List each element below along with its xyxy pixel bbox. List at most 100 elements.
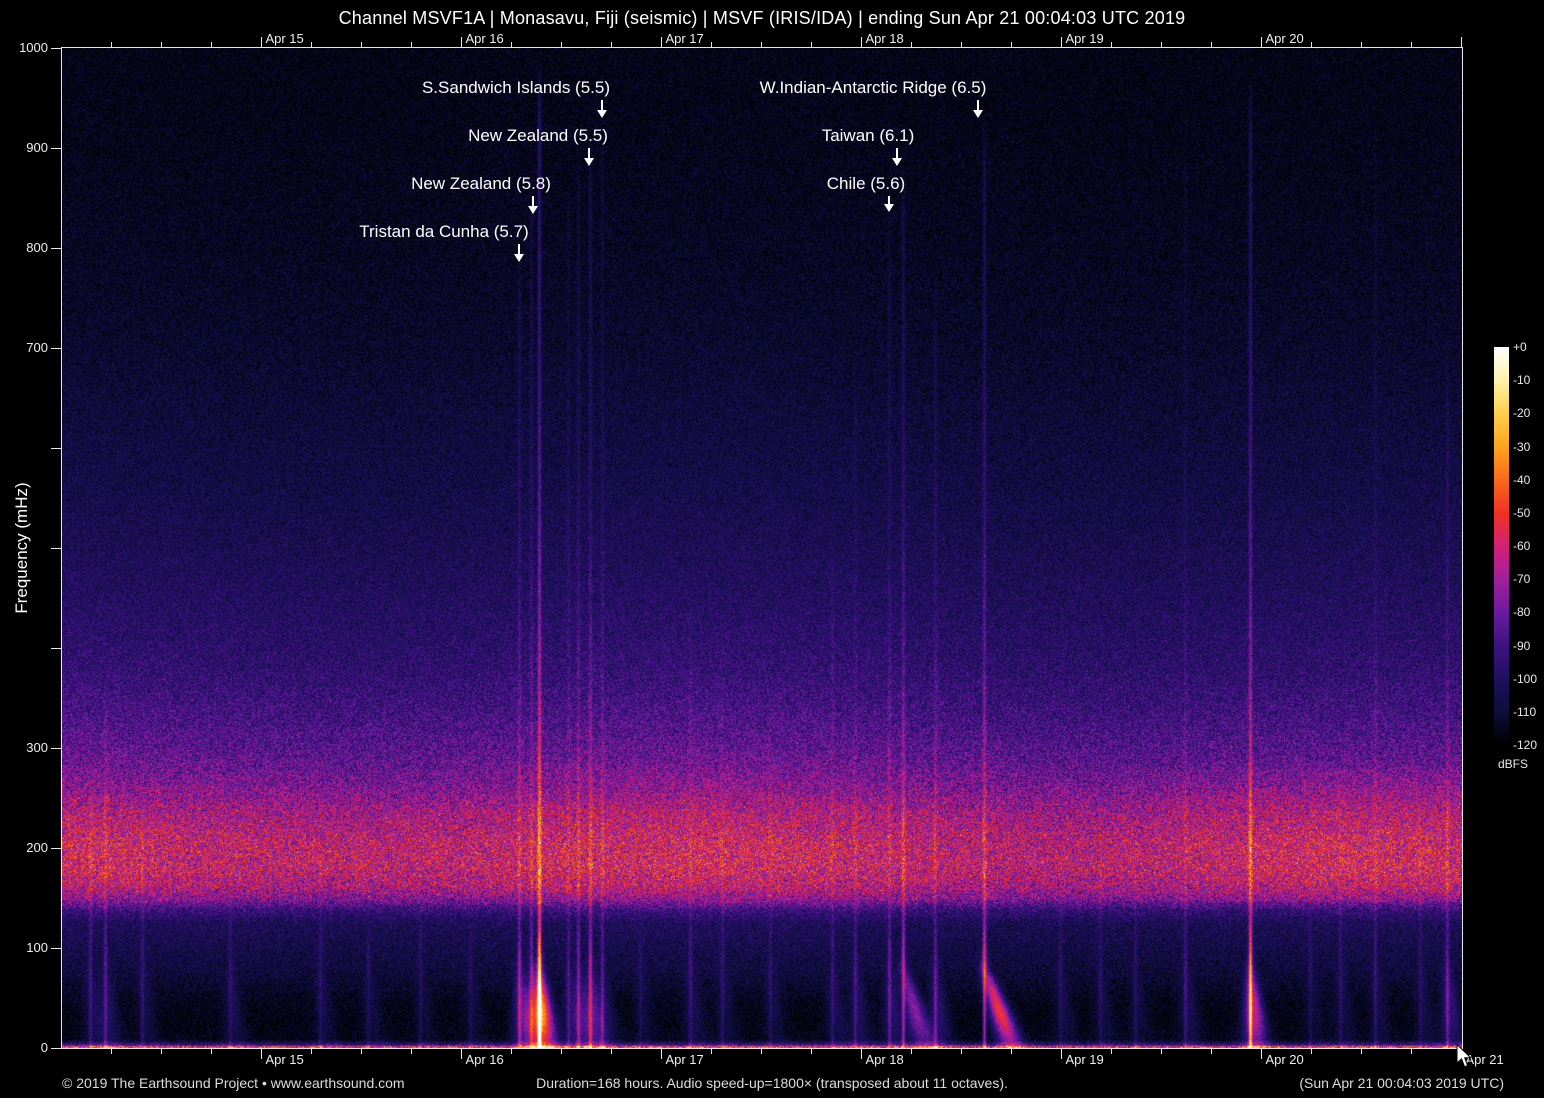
y-tick: [51, 747, 61, 749]
x-tick-label-top: Apr 17: [665, 31, 704, 46]
x-tick-minor-bottom: [1410, 1049, 1412, 1054]
y-tick: [51, 147, 61, 149]
colorbar-tick-label: -50: [1513, 505, 1531, 520]
y-axis-title: Frequency (mHz): [12, 482, 31, 614]
x-tick-minor-bottom: [310, 1049, 312, 1054]
y-tick: [51, 247, 61, 249]
x-tick-minor-top: [810, 42, 812, 47]
x-tick-minor-bottom: [910, 1049, 912, 1054]
x-tick-minor-bottom: [1360, 1049, 1362, 1054]
x-tick-major-top: [1460, 37, 1462, 47]
quake-annotation-arrow-head: [584, 158, 594, 166]
y-tick-label: 0: [40, 1040, 48, 1055]
quake-annotation-label: Taiwan (6.1): [821, 126, 915, 145]
x-tick-label-bottom: Apr 17: [665, 1052, 704, 1067]
y-tick: [51, 47, 61, 49]
quake-annotation-arrow-head: [884, 204, 894, 212]
x-tick-major-top: [260, 37, 262, 47]
x-tick-label-top: Apr 19: [1065, 31, 1104, 46]
x-tick-minor-top: [310, 42, 312, 47]
x-tick-minor-top: [1110, 42, 1112, 47]
colorbar-tick-label: -30: [1513, 439, 1531, 454]
quake-annotation-arrow-head: [892, 158, 902, 166]
x-tick-major-top: [660, 37, 662, 47]
x-tick-minor-top: [1210, 42, 1212, 47]
end-time-text: (Sun Apr 21 00:04:03 2019 UTC): [1299, 1075, 1504, 1091]
y-tick-label: 800: [26, 240, 48, 255]
x-tick-label-top: Apr 15: [265, 31, 304, 46]
quake-annotation-label: Chile (5.6): [826, 174, 906, 193]
quake-annotation-arrow-stem: [588, 148, 590, 159]
quake-annotation-arrow-stem: [896, 148, 898, 159]
x-tick-major-bottom: [260, 1049, 262, 1059]
colorbar-tick-label: -110: [1513, 704, 1537, 719]
colorbar-tick-label: -60: [1513, 539, 1531, 553]
y-tick-label: 900: [26, 140, 48, 155]
x-tick-minor-bottom: [210, 1049, 212, 1054]
x-tick-label-top: Apr 16: [465, 31, 504, 46]
quake-annotation-label: W.Indian-Antarctic Ridge (6.5): [759, 78, 987, 97]
x-tick-minor-top: [1310, 42, 1312, 47]
x-tick-minor-bottom: [1110, 1049, 1112, 1054]
quake-annotation-arrow-head: [528, 206, 538, 214]
quake-annotation-arrow-stem: [532, 196, 534, 207]
x-tick-minor-top: [1010, 42, 1012, 47]
x-tick-label-top: Apr 20: [1265, 31, 1304, 46]
colorbar-tick-label: +0: [1513, 340, 1527, 354]
quake-annotation-label: S.Sandwich Islands (5.5): [421, 78, 611, 97]
y-tick: [51, 347, 61, 349]
x-tick-minor-bottom: [760, 1049, 762, 1054]
y-tick: [51, 847, 61, 849]
x-tick-major-top: [860, 37, 862, 47]
x-tick-minor-bottom: [960, 1049, 962, 1054]
y-tick: [51, 1047, 61, 1049]
x-tick-minor-top: [1160, 42, 1162, 47]
y-tick: [51, 447, 61, 449]
quake-annotation-label: Tristan da Cunha (5.7): [359, 222, 529, 241]
x-tick-minor-bottom: [160, 1049, 162, 1054]
chart-title: Channel MSVF1A | Monasavu, Fiji (seismic…: [338, 8, 1186, 28]
x-tick-label-bottom: Apr 16: [465, 1052, 504, 1067]
y-tick-label: 1000: [19, 40, 48, 55]
y-tick-label: 100: [26, 940, 48, 955]
x-tick-major-bottom: [660, 1049, 662, 1059]
copyright-text: © 2019 The Earthsound Project • www.eart…: [62, 1075, 405, 1091]
x-tick-minor-bottom: [1160, 1049, 1162, 1054]
quake-annotation-arrow-head: [597, 110, 607, 118]
colorbar-tick-label: -40: [1513, 472, 1531, 487]
quake-annotation-arrow-stem: [518, 244, 520, 255]
quake-annotation-arrow-head: [514, 254, 524, 262]
x-tick-minor-top: [1410, 42, 1412, 47]
colorbar-tick-label: -20: [1513, 406, 1531, 421]
colorbar-tick-label: -70: [1513, 572, 1531, 587]
x-tick-minor-top: [910, 42, 912, 47]
x-tick-minor-bottom: [110, 1049, 112, 1054]
x-tick-minor-top: [110, 42, 112, 47]
quake-annotation-label: New Zealand (5.5): [468, 126, 608, 145]
x-tick-minor-bottom: [610, 1049, 612, 1054]
x-tick-minor-top: [1360, 42, 1362, 47]
colorbar-tick-label: -120: [1513, 738, 1538, 752]
colorbar-tick-label: -100: [1513, 671, 1538, 686]
y-tick: [51, 947, 61, 949]
x-tick-minor-bottom: [560, 1049, 562, 1054]
x-tick-major-bottom: [1060, 1049, 1062, 1059]
x-tick-major-bottom: [460, 1049, 462, 1059]
quake-annotation-arrow-stem: [601, 100, 603, 111]
x-tick-major-bottom: [1260, 1049, 1262, 1059]
colorbar: [1494, 347, 1509, 745]
x-tick-minor-top: [760, 42, 762, 47]
x-tick-minor-bottom: [510, 1049, 512, 1054]
x-tick-label-bottom: Apr 19: [1065, 1052, 1104, 1067]
x-tick-major-top: [1060, 37, 1062, 47]
x-tick-minor-bottom: [1310, 1049, 1312, 1054]
colorbar-unit-label: dBFS: [1498, 757, 1529, 771]
quake-annotation-arrow-stem: [888, 196, 890, 205]
y-tick: [51, 647, 61, 649]
quake-annotation-arrow-stem: [977, 100, 979, 111]
x-tick-minor-bottom: [810, 1049, 812, 1054]
x-tick-minor-bottom: [360, 1049, 362, 1054]
x-tick-label-top: Apr 18: [865, 31, 904, 46]
x-tick-minor-bottom: [1210, 1049, 1212, 1054]
